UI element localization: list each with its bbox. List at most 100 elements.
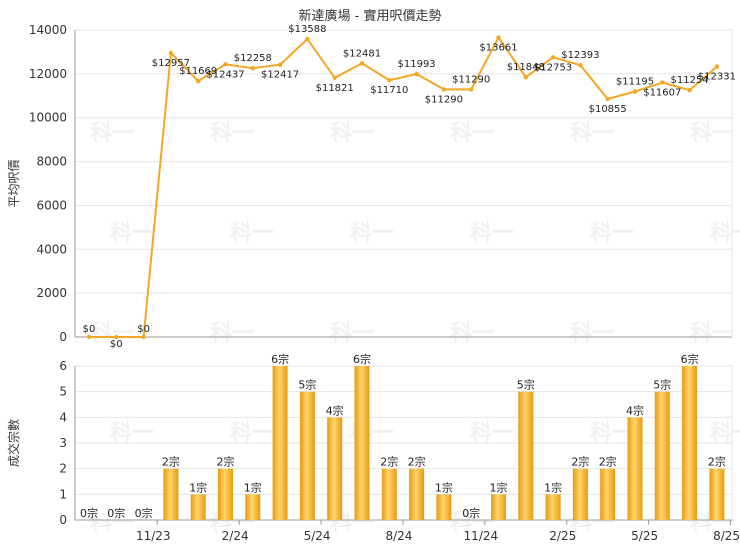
- volume-bar: [245, 494, 261, 520]
- volume-data-label: 2宗: [162, 455, 180, 469]
- price-point: [605, 96, 610, 102]
- price-data-label: $0: [83, 324, 96, 335]
- y-tick-label: 1: [59, 487, 67, 501]
- price-point: [578, 63, 583, 68]
- y-tick-label: 2000: [36, 286, 67, 300]
- watermark-text: 科一: [230, 421, 274, 446]
- volume-bar: [709, 468, 725, 520]
- watermark-text: 科一: [470, 221, 514, 246]
- watermark-text: 科一: [210, 321, 254, 346]
- volume-data-label: 2宗: [408, 455, 426, 469]
- y-axis-label: 平均呎價: [7, 159, 21, 207]
- y-tick-label: 0: [59, 513, 67, 527]
- volume-data-label: 6宗: [681, 352, 699, 366]
- price-point: [550, 55, 556, 60]
- price-point: [441, 87, 447, 92]
- watermark-text: 科一: [690, 121, 734, 146]
- price-point: [687, 88, 692, 93]
- volume-data-label: 5宗: [653, 378, 671, 392]
- y-tick-label: 3: [59, 436, 67, 450]
- x-tick-label: 2/24: [222, 529, 249, 543]
- volume-data-label: 4宗: [626, 403, 644, 417]
- chart-title: 新達廣場 - 實用呎價走勢: [299, 8, 442, 24]
- price-point: [86, 334, 92, 340]
- volume-bar: [272, 366, 288, 520]
- price-point: [414, 71, 419, 77]
- watermark-text: 科一: [690, 321, 734, 346]
- price-data-label: $12393: [561, 50, 599, 61]
- volume-bar: [627, 417, 643, 520]
- watermark-text: 科一: [210, 121, 254, 146]
- volume-bar: [354, 366, 370, 520]
- price-data-label: $12753: [534, 62, 572, 73]
- watermark-text: 科一: [450, 511, 494, 536]
- price-point: [387, 78, 392, 83]
- price-point: [332, 75, 337, 80]
- volume-data-label: 1宗: [435, 480, 453, 494]
- volume-bar: [491, 494, 506, 520]
- price-point: [469, 87, 474, 92]
- x-tick-label: 5/25: [631, 529, 658, 543]
- x-tick-label: 2/25: [549, 529, 576, 543]
- y-tick-label: 4: [59, 410, 67, 424]
- price-data-label: $11848: [507, 62, 545, 73]
- price-data-label: $12957: [152, 58, 190, 69]
- y-tick-label: 0: [59, 330, 67, 344]
- price-data-label: $11254: [671, 75, 709, 86]
- volume-data-label: 4宗: [326, 403, 344, 417]
- volume-data-label: 6宗: [271, 352, 289, 366]
- volume-data-label: 0宗: [462, 506, 480, 520]
- price-point: [359, 61, 365, 66]
- volume-bar: [190, 494, 206, 520]
- price-point: [496, 35, 501, 40]
- watermark-text: 科一: [330, 321, 374, 346]
- y-tick-label: 6000: [36, 198, 67, 212]
- price-data-label: $11669: [179, 66, 217, 77]
- price-data-label: $11195: [616, 77, 654, 88]
- volume-bar: [327, 417, 343, 520]
- watermark-text: 科一: [590, 421, 634, 446]
- volume-bar: [218, 468, 233, 520]
- watermark-text: 科一: [330, 121, 374, 146]
- price-point: [196, 78, 201, 84]
- price-point: [660, 80, 665, 85]
- price-point: [141, 334, 146, 340]
- watermark-text: 科一: [590, 221, 634, 246]
- watermark-text: 科一: [110, 421, 154, 446]
- y-tick-label: 6: [59, 359, 67, 373]
- price-data-label: $13588: [288, 24, 326, 35]
- y-tick-label: 10000: [29, 111, 67, 125]
- volume-bar: [409, 468, 425, 520]
- watermark-text: 科一: [90, 121, 134, 146]
- volume-data-label: 2宗: [571, 455, 589, 469]
- price-data-label: $11290: [425, 94, 463, 105]
- watermark-text: 科一: [570, 321, 614, 346]
- volume-data-label: 1宗: [544, 480, 562, 494]
- volume-data-label: 0宗: [135, 506, 153, 520]
- price-data-label: $11710: [370, 85, 408, 96]
- price-series-line: [89, 35, 718, 338]
- price-data-label: $0: [110, 339, 123, 350]
- x-tick-label: 11/23: [136, 529, 171, 543]
- price-point: [305, 36, 310, 42]
- price-data-label: $12481: [343, 48, 381, 59]
- price-point: [168, 50, 174, 56]
- watermark-text: 科一: [90, 511, 134, 536]
- volume-data-label: 6宗: [353, 352, 371, 366]
- volume-bar: [299, 391, 315, 520]
- volume-data-label: 2宗: [599, 455, 617, 469]
- volume-data-label: 1宗: [189, 480, 207, 494]
- volume-bar-panel: 0 1 2 3 4 5 6 成交宗數 0宗 0宗 0宗 2宗 1宗 2宗 1宗 6宗 5宗 4宗 6宗 2宗 2宗 1宗 0…: [6, 352, 740, 543]
- price-data-label: $0: [137, 324, 150, 335]
- watermark-text: 科一: [470, 421, 514, 446]
- volume-data-label: 2宗: [708, 455, 726, 469]
- x-tick-label: 8/24: [385, 529, 412, 543]
- y-tick-label: 5: [59, 385, 67, 399]
- price-data-label: $12258: [234, 53, 272, 64]
- price-point: [714, 64, 720, 69]
- volume-data-label: 2宗: [217, 455, 235, 469]
- price-data-label: $11607: [643, 87, 681, 98]
- price-point: [250, 65, 255, 71]
- price-line-panel: 0 2000 4000 6000 8000 10000 12000 14000 平均呎價 $0 $0…: [7, 23, 736, 350]
